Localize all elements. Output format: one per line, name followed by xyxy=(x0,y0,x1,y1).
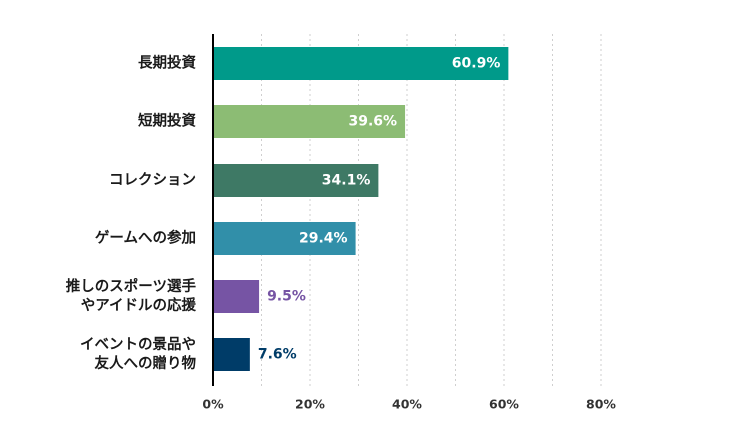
category-label: 短期投資 xyxy=(138,112,196,130)
bar xyxy=(213,280,260,313)
category-label: やアイドルの応援 xyxy=(81,296,197,314)
category-label: 推しのスポーツ選手 xyxy=(66,277,197,295)
x-tick-label: 60% xyxy=(489,397,519,412)
grid-lines xyxy=(261,34,602,386)
bar xyxy=(213,47,509,80)
bars xyxy=(213,47,509,371)
bar xyxy=(213,338,250,371)
data-label: 29.4% xyxy=(299,231,348,247)
data-label: 60.9% xyxy=(452,56,501,72)
data-label: 9.5% xyxy=(267,289,306,305)
x-tick-label: 20% xyxy=(295,397,325,412)
category-label: イベントの景品や xyxy=(80,336,196,353)
category-label: 長期投資 xyxy=(138,54,196,72)
bar xyxy=(213,105,406,138)
bar xyxy=(213,164,379,197)
category-label: ゲームへの参加 xyxy=(95,229,196,247)
x-tick-label: 0% xyxy=(202,397,224,412)
data-label: 39.6% xyxy=(348,114,397,130)
category-label: 友人への贈り物 xyxy=(95,354,197,372)
bar xyxy=(213,222,356,255)
value-labels: 60.9% 39.6% 34.1% 29.4% 9.5% 7.6% xyxy=(258,56,501,363)
x-tick-label: 40% xyxy=(392,397,422,412)
data-label: 34.1% xyxy=(322,173,371,189)
data-label: 7.6% xyxy=(258,347,297,363)
category-label: コレクション xyxy=(109,172,196,189)
x-tick-labels: 0% 20% 40% 60% 80% xyxy=(202,397,616,412)
x-tick-label: 80% xyxy=(586,397,616,412)
category-labels: 長期投資短期投資コレクションゲームへの参加推しのスポーツ選手やアイドルの応援イベ… xyxy=(66,54,197,373)
